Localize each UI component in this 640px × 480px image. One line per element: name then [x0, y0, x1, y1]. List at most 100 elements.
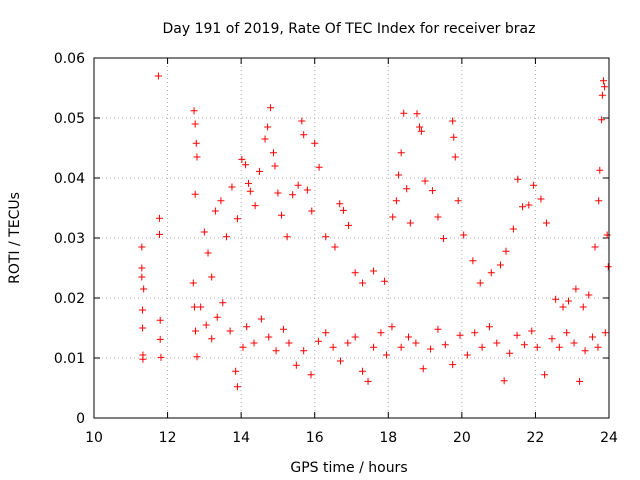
- data-point: [157, 353, 165, 361]
- data-point: [322, 233, 330, 241]
- data-point: [359, 279, 367, 287]
- data-point: [271, 162, 279, 170]
- data-point: [211, 207, 219, 215]
- data-point: [513, 331, 521, 339]
- data-point: [519, 203, 527, 211]
- data-point: [298, 117, 306, 125]
- data-point: [500, 377, 508, 385]
- data-point: [359, 367, 367, 375]
- data-point: [596, 166, 604, 174]
- data-point: [192, 139, 200, 147]
- data-point: [601, 329, 609, 337]
- data-point: [595, 197, 603, 205]
- data-point: [155, 214, 163, 222]
- data-point: [530, 181, 538, 189]
- data-point: [395, 171, 403, 179]
- data-point: [300, 131, 308, 139]
- data-point: [502, 247, 510, 255]
- data-point: [563, 329, 571, 337]
- data-point: [604, 263, 612, 271]
- data-point: [454, 197, 462, 205]
- data-point: [598, 91, 606, 99]
- data-point: [514, 175, 522, 183]
- data-point: [193, 353, 201, 361]
- x-tick-label: 24: [600, 430, 618, 446]
- data-point: [377, 329, 385, 337]
- data-point: [245, 179, 252, 187]
- data-point: [451, 153, 459, 161]
- data-point: [405, 333, 413, 341]
- data-point: [264, 123, 272, 131]
- y-tick-label: 0.01: [54, 351, 85, 367]
- data-point: [307, 371, 315, 379]
- data-point: [351, 333, 359, 341]
- data-point: [232, 367, 240, 375]
- data-point: [351, 269, 359, 277]
- data-point: [345, 221, 353, 229]
- data-point: [591, 243, 599, 251]
- data-point: [493, 339, 501, 347]
- data-point: [155, 230, 163, 238]
- data-point: [274, 189, 282, 197]
- data-point: [250, 339, 258, 347]
- data-point: [251, 202, 259, 210]
- data-point: [449, 117, 457, 125]
- data-point: [412, 339, 420, 347]
- data-point: [579, 303, 587, 311]
- data-point: [246, 187, 254, 195]
- data-point: [434, 213, 442, 221]
- data-point: [599, 77, 607, 85]
- data-point: [520, 341, 528, 349]
- data-point: [294, 181, 302, 189]
- data-point: [417, 127, 425, 135]
- data-point: [267, 104, 275, 112]
- data-point: [192, 327, 200, 335]
- data-point: [238, 155, 246, 163]
- data-point: [555, 343, 563, 351]
- data-point: [585, 291, 593, 299]
- data-point: [217, 197, 225, 205]
- data-point: [314, 337, 322, 345]
- data-point: [261, 135, 269, 143]
- data-point: [154, 72, 162, 80]
- data-point: [548, 335, 556, 343]
- data-point: [397, 343, 405, 351]
- data-point: [156, 335, 164, 343]
- data-point: [270, 149, 278, 157]
- data-point: [228, 183, 236, 191]
- data-point: [139, 306, 147, 314]
- tick-labels: 10 12 14 16 18 20 22 24 0 0.01 0.02 0.03 0.04 0.05 0.0…: [54, 51, 618, 446]
- data-point: [289, 191, 297, 199]
- data-point: [381, 277, 389, 285]
- data-point: [598, 116, 606, 124]
- y-tick-label: 0.03: [54, 231, 85, 247]
- x-tick-label: 10: [85, 430, 103, 446]
- data-point: [329, 343, 337, 351]
- x-axis-label: GPS time / hours: [290, 460, 407, 476]
- data-point: [382, 351, 390, 359]
- data-point: [416, 123, 424, 131]
- data-point: [572, 285, 580, 293]
- data-point: [364, 377, 372, 385]
- data-point: [439, 235, 447, 243]
- data-point: [257, 315, 265, 323]
- data-point: [603, 231, 611, 239]
- data-point: [242, 161, 250, 169]
- data-point: [413, 110, 421, 118]
- data-point: [191, 190, 199, 198]
- data-point: [189, 279, 197, 287]
- data-point: [265, 333, 273, 341]
- data-point: [202, 321, 210, 329]
- data-point: [303, 186, 311, 194]
- chart-title: Day 191 of 2019, Rate Of TEC Index for r…: [163, 21, 536, 37]
- data-point: [278, 211, 286, 219]
- data-point: [601, 83, 609, 91]
- data-point: [400, 109, 408, 117]
- data-point: [331, 243, 339, 251]
- x-tick-label: 22: [527, 430, 545, 446]
- data-point: [456, 331, 464, 339]
- data-point: [283, 233, 291, 241]
- data-point: [565, 297, 573, 305]
- data-point: [428, 187, 436, 195]
